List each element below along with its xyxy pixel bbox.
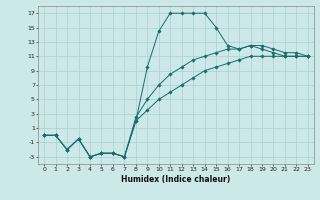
X-axis label: Humidex (Indice chaleur): Humidex (Indice chaleur)	[121, 175, 231, 184]
